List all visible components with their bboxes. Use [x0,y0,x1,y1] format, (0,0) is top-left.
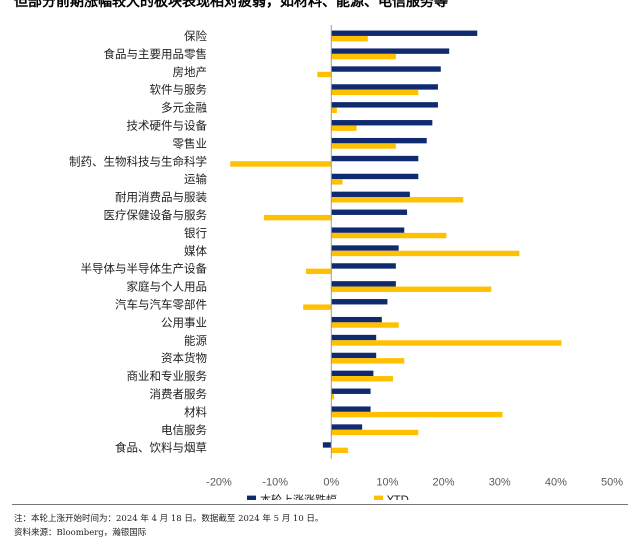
category-label: 材料 [184,405,207,419]
bar-rally-change [331,299,388,305]
bar-ytd [331,107,337,113]
bar-ytd [331,376,394,382]
bar-rally-change [331,48,450,54]
bar-ytd [331,125,357,131]
category-label: 耐用消费品与服装 [115,190,207,204]
category-label: 电信服务 [161,423,207,437]
category-label: 零售业 [173,136,208,150]
bar-rally-change [331,406,371,412]
category-label: 多元金融 [161,101,207,115]
bar-ytd [331,322,399,328]
legend-swatch [247,495,256,500]
bar-ytd [317,71,332,78]
category-label: 汽车与汽车零部件 [115,297,207,311]
category-label: 保险 [184,29,207,43]
category-label: 技术硬件与设备 [127,118,208,132]
category-label: 家庭与个人用品 [127,280,208,294]
bar-rally-change [331,66,441,72]
bar-rally-change [331,191,410,198]
category-label: 软件与服务 [150,83,208,97]
bar-ytd [331,411,503,418]
bar-rally-change [331,245,399,251]
footnote-divider [12,504,628,505]
bar-ytd [331,340,562,346]
bar-rally-change [331,173,419,180]
bar-ytd [306,268,332,275]
bar-ytd [331,143,396,149]
bar-rally-change [331,334,377,341]
bar-ytd [303,304,332,310]
bar-rally-change [331,209,408,215]
bar-rally-change [331,316,382,323]
bar-ytd [331,429,419,436]
bar-ytd [331,250,520,257]
x-tick-label: 30% [489,477,511,489]
footnote-text: 注：本轮上涨开始时间为：2024 年 4 月 18 日。数据截至 2024 年 … [14,514,324,524]
x-tick-label: 0% [323,477,339,489]
bar-rally-change [331,263,396,269]
legend-label: 本轮上涨涨跌幅 [260,493,337,500]
bar-ytd [230,161,332,167]
category-label: 消费者服务 [150,387,208,401]
category-label: 制药、生物科技与生命科学 [69,154,207,168]
legend-label: YTD [386,494,409,500]
x-tick-label: -20% [206,477,232,489]
x-tick-label: -10% [262,477,288,489]
bar-ytd [331,447,349,454]
bar-ytd [331,197,464,203]
x-tick-label: 50% [601,477,623,489]
category-label: 银行 [184,226,207,240]
bar-ytd [263,214,332,221]
source-text: 资料来源：Bloomberg，瀚银国际 [14,528,147,538]
bar-ytd [331,89,419,96]
bar-rally-change [331,370,374,377]
category-label: 运输 [184,172,207,186]
bar-ytd [331,286,492,292]
bar-ytd [331,358,405,364]
category-label: 房地产 [173,65,208,79]
category-label: 资本货物 [161,351,207,365]
bar-rally-change [331,155,419,162]
category-label: 媒体 [184,244,207,258]
bar-rally-change [322,442,332,448]
bar-ytd [331,179,343,185]
bar-rally-change [331,120,433,126]
bar-rally-change [331,352,377,359]
x-tick-label: 10% [376,477,398,489]
bar-ytd [331,35,368,42]
bar-chart: 保险食品与主要用品零售房地产软件与服务多元金融技术硬件与设备零售业制药、生物科技… [69,25,623,500]
legend-swatch [374,495,383,500]
bar-ytd [331,53,396,60]
category-label: 能源 [184,333,207,347]
category-label: 食品、饮料与烟草 [115,441,207,455]
x-tick-label: 40% [545,477,567,489]
category-label: 半导体与半导体生产设备 [81,262,208,276]
bar-ytd [331,393,335,400]
bar-rally-change [331,102,438,108]
bar-rally-change [331,227,405,233]
bar-ytd [331,232,447,239]
bar-rally-change [331,84,438,90]
category-label: 医疗保健设备与服务 [104,208,208,222]
chart-title: 但部分前期涨幅较大的板块表现相对疲弱，如材料、能源、电信服务等 [14,0,448,10]
category-label: 商业和专业服务 [127,369,208,383]
bar-rally-change [331,281,396,287]
bar-rally-change [331,388,371,394]
x-tick-label: 20% [433,477,455,489]
bar-rally-change [331,424,363,430]
category-label: 公用事业 [161,315,207,329]
bar-rally-change [331,137,427,144]
bar-rally-change [331,30,478,36]
category-label: 食品与主要用品零售 [104,47,208,61]
